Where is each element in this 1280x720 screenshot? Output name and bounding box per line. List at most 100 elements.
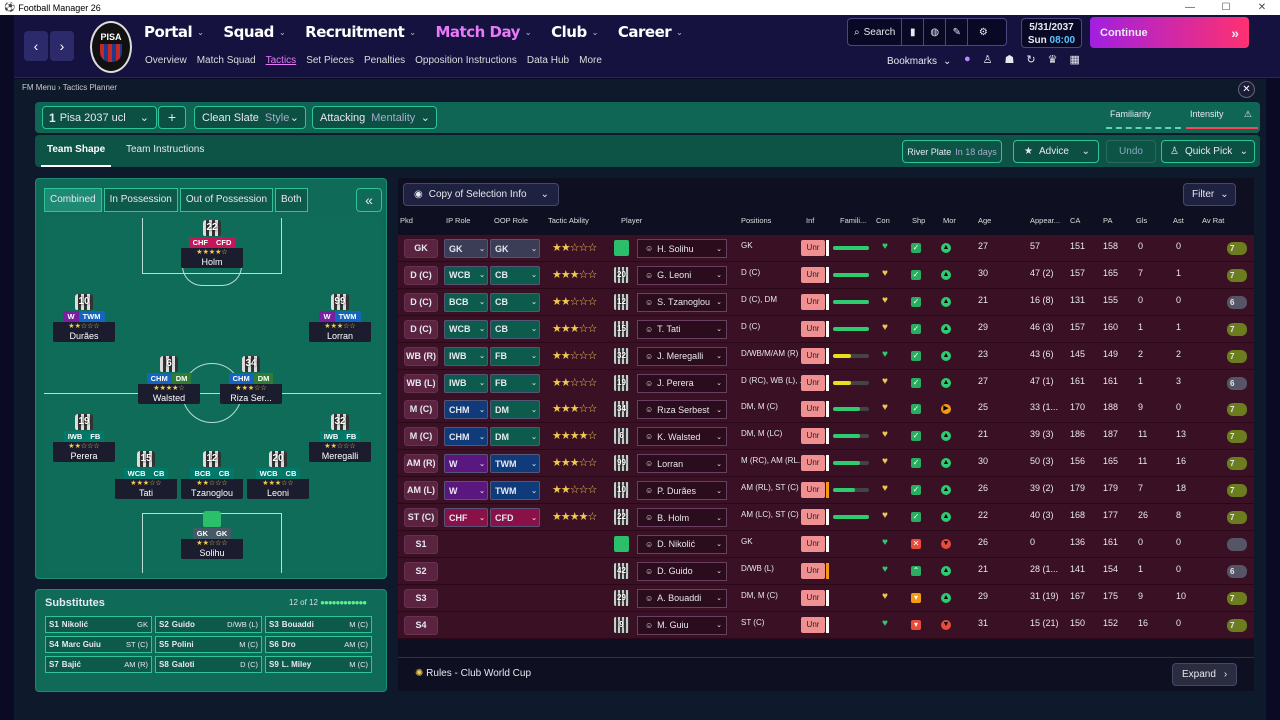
shirt-icon[interactable]: ♙ [982,54,993,66]
player-selector[interactable]: ☺ P. Durães ⌄ [637,481,727,501]
pen-icon[interactable]: ✎ [946,19,969,45]
unrest-badge[interactable]: Unr [801,240,825,256]
unrest-badge[interactable]: Unr [801,589,825,606]
position-slot[interactable]: GK [404,239,438,258]
unrest-badge[interactable]: Unr [801,401,825,418]
table-row[interactable]: WB (L) IWB ⌄ FB ⌄ ★★☆☆☆ 19 ☺ J. Perera ⌄ D (RC), W… [398,369,1254,397]
table-row[interactable]: D (C) WCB ⌄ CB ⌄ ★★★☆☆ 15 ☺ T. Tati ⌄ D (C) Unr ♥ ✓ ▲ 2… [398,315,1254,343]
tactic-selector[interactable]: 1 Pisa 2037 ucl ⌄ [42,106,157,129]
filter-button[interactable]: Filter ⌄ [1183,183,1236,206]
rules-link[interactable]: ✺ Rules - Club World Cup [415,668,531,679]
advice-button[interactable]: ★ Advice ⌄ [1013,140,1099,163]
column-header[interactable]: OOP Role [494,216,529,225]
calendar-icon[interactable]: ▦ [1069,54,1080,66]
position-slot[interactable]: D (C) [404,319,438,339]
player-selector[interactable]: ☺ D. Nikolić ⌄ [637,534,727,554]
menu-career[interactable]: Career ⌄ [618,23,683,41]
submenu-overview[interactable]: Overview [145,55,187,66]
continue-button[interactable]: Continue » [1090,17,1249,48]
pitch-tab-out-of-possession[interactable]: Out of Possession [179,188,274,212]
player-selector[interactable]: ☺ B. Holm ⌄ [637,508,727,527]
tab-team-shape[interactable]: Team Shape [41,135,112,167]
oop-role-selector[interactable]: CB ⌄ [490,319,540,339]
pitch-player[interactable]: 22 CHF CFD ★★★★☆ Holm [181,220,243,268]
column-header[interactable]: Player [621,216,643,225]
close-panel-button[interactable]: ✕ [1238,81,1255,98]
pitch-player[interactable]: 6 CHM DM ★★★★☆ Walsted [138,356,200,404]
ip-role-selector[interactable]: GK ⌄ [444,239,488,258]
column-header[interactable]: Positions [741,216,772,225]
oop-role-selector[interactable]: TWM ⌄ [490,481,540,501]
position-slot[interactable]: S1 [404,534,438,554]
breadcrumb-root[interactable]: FM Menu [22,83,56,92]
oop-role-selector[interactable]: FB ⌄ [490,373,540,393]
unrest-badge[interactable]: Unr [801,293,825,310]
pitch-player[interactable]: 19 IWB FB ★★☆☆☆ Perera [53,414,115,462]
pitch-player[interactable]: 20 WCB CB ★★★☆☆ Leoni [247,451,309,499]
unrest-badge[interactable]: Unr [801,482,825,499]
unrest-badge[interactable]: Unr [801,535,825,552]
collapse-button[interactable]: « [356,188,382,212]
column-header[interactable]: PA [1103,216,1113,225]
oop-role-selector[interactable]: CFD ⌄ [490,508,540,527]
ip-role-selector[interactable]: IWB ⌄ [444,346,488,366]
position-slot[interactable]: WB (R) [404,346,438,366]
expand-button[interactable]: Expand › [1172,663,1237,686]
position-slot[interactable]: ST (C) [404,508,438,527]
gear-icon[interactable]: ⚙ [978,26,988,38]
position-slot[interactable]: D (C) [404,292,438,312]
back-button[interactable]: ‹ [24,31,48,61]
player-selector[interactable]: ☺ J. Meregalli ⌄ [637,346,727,366]
table-row[interactable]: D (C) WCB ⌄ CB ⌄ ★★★☆☆ 20 ☺ G. Leoni ⌄ D (C) Unr ♥ ✓ ▲… [398,261,1254,289]
next-opponent[interactable]: River Plate In 18 days [902,140,1002,163]
column-header[interactable]: Appear... [1030,216,1061,225]
submenu-match-squad[interactable]: Match Squad [196,55,256,66]
column-header[interactable]: Shp [912,216,926,225]
column-header[interactable]: Famili... [840,216,867,225]
maximize-button[interactable]: ☐ [1221,2,1231,13]
submenu-data-hub[interactable]: Data Hub [526,55,570,66]
column-header[interactable]: Av Rat [1202,216,1225,225]
pitch-player[interactable]: 99 W TWM ★★★☆☆ Lorran [309,294,371,342]
pitch-player[interactable]: 12 BCB CB ★★☆☆☆ Tzanoglou [181,451,243,499]
add-tactic-button[interactable]: + [158,106,186,129]
column-header[interactable]: Ast [1173,216,1184,225]
table-row[interactable]: M (C) CHM ⌄ DM ⌄ ★★★☆☆ 34 ☺ Rıza Serbest ⌄ DM, M (… [398,396,1254,424]
menu-squad[interactable]: Squad ⌄ [223,23,285,41]
player-selector[interactable]: ☺ M. Guiu ⌄ [637,615,727,635]
substitute-slot[interactable]: S9 L. Miley M (C) [265,656,372,673]
player-selector[interactable]: ☺ J. Perera ⌄ [637,373,727,393]
oop-role-selector[interactable]: TWM ⌄ [490,454,540,474]
position-slot[interactable]: S2 [404,561,438,581]
refresh-icon[interactable]: ↻ [1026,54,1036,66]
people-icon[interactable]: ☗ [1004,54,1015,66]
ip-role-selector[interactable]: CHM ⌄ [444,427,488,447]
column-header[interactable]: Mor [943,216,956,225]
pitch-player[interactable]: 32 IWB FB ★★☆☆☆ Meregalli [309,414,371,462]
column-header[interactable]: CA [1070,216,1081,225]
unrest-badge[interactable]: Unr [801,562,825,579]
pitch-tab-in-possession[interactable]: In Possession [103,188,178,212]
submenu-tactics[interactable]: Tactics [265,55,297,66]
table-row[interactable]: GK GK ⌄ GK ⌄ ★★☆☆☆ ☺ H. Solihu ⌄ GK Unr ♥ ✓ ▲ 27 57 151 1… [398,235,1254,262]
minimize-button[interactable]: — [1185,2,1195,13]
submenu-more[interactable]: More [579,55,602,66]
ip-role-selector[interactable]: W ⌄ [444,454,488,474]
substitute-slot[interactable]: S8 Galoti D (C) [155,656,262,673]
position-slot[interactable]: M (C) [404,427,438,447]
player-selector[interactable]: ☺ T. Tati ⌄ [637,319,727,339]
position-slot[interactable]: S3 [404,588,438,608]
column-header[interactable]: Inf [806,216,815,225]
substitute-slot[interactable]: S6 Dro AM (C) [265,636,372,653]
oop-role-selector[interactable]: DM ⌄ [490,427,540,447]
ip-role-selector[interactable]: CHM ⌄ [444,400,488,420]
table-row[interactable]: S3 29 ☺ A. Bouaddi ⌄ DM, M (C) Unr ♥ ▾ ▲ 29 31 (19)… [398,584,1254,612]
player-selector[interactable]: ☺ K. Walsted ⌄ [637,427,727,447]
ip-role-selector[interactable]: W ⌄ [444,481,488,501]
table-row[interactable]: AM (R) W ⌄ TWM ⌄ ★★★☆☆ 99 ☺ Lorran ⌄ M (RC), AM (R… [398,450,1254,478]
position-slot[interactable]: WB (L) [404,373,438,393]
menu-recruitment[interactable]: Recruitment ⌄ [305,23,416,41]
table-row[interactable]: D (C) BCB ⌄ CB ⌄ ★★☆☆☆ 12 ☺ S. Tzanoglou ⌄ D (C), … [398,288,1254,316]
unrest-badge[interactable]: Unr [801,616,825,633]
pitch-player[interactable]: 34 CHM DM ★★★☆☆ Riza Ser... [220,356,282,404]
